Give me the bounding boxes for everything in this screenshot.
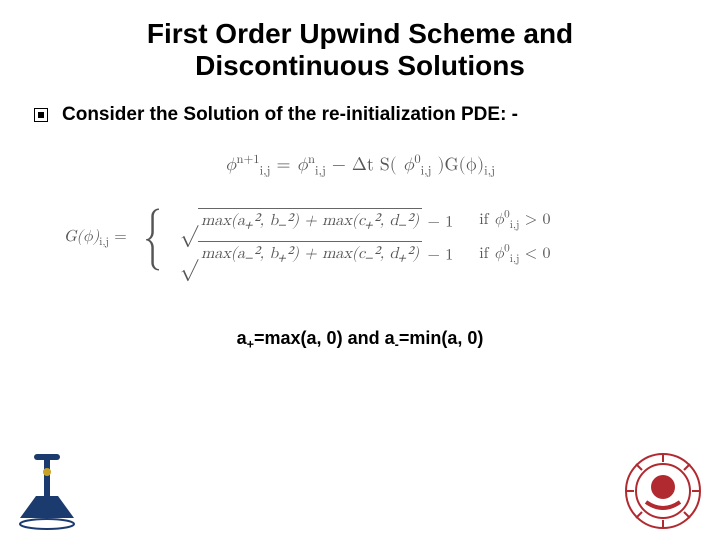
- left-brace: {: [143, 206, 162, 268]
- case2-rad-text: max(a₋², b₊²) + max(c₋², d₊²): [201, 246, 419, 262]
- eq1-lhs-sub: i,j: [260, 166, 271, 178]
- surd-symbol: √: [180, 243, 198, 265]
- eq1-lhs-sup: n+1: [237, 154, 260, 166]
- and-text: and: [348, 328, 385, 348]
- eq1-equals: =: [276, 156, 296, 174]
- eq1-sphi-sub: i,j: [421, 166, 432, 178]
- a-plus: a+=max(a, 0): [237, 328, 343, 348]
- case2-radicand: max(a₋², b₊²) + max(c₋², d₊²): [198, 241, 422, 264]
- phi-symbol: ϕ: [296, 156, 308, 174]
- eq2-lhs: G(ϕ)i,j =: [64, 228, 127, 247]
- eq2-lhs-text: G(ϕ): [64, 229, 99, 245]
- case1-rel: > 0: [525, 212, 551, 228]
- eq2-cases: √ max(a₊², b₋²) + max(c₊², d₋²) − 1 if ϕ…: [180, 209, 551, 266]
- case1-radicand: max(a₊², b₋²) + max(c₊², d₋²): [198, 208, 422, 231]
- slide-title: First Order Upwind Scheme and Discontinu…: [28, 18, 692, 82]
- definitions: a+=max(a, 0) and a-=min(a, 0): [28, 328, 692, 349]
- case2-rel: < 0: [525, 246, 551, 262]
- slide: First Order Upwind Scheme and Discontinu…: [0, 0, 720, 540]
- bullet-icon: [34, 108, 48, 122]
- phi-symbol: ϕ: [494, 212, 504, 228]
- phi-symbol: ϕ: [494, 246, 504, 262]
- eq1-r1-sub: i,j: [315, 166, 326, 178]
- case1-if: if: [479, 212, 494, 228]
- bullet-item: Consider the Solution of the re-initiali…: [34, 104, 692, 126]
- equation-update: ϕn+1i,j = ϕni,j − Δt S( ϕ0i,j )G(ϕ)i,j: [28, 154, 692, 176]
- footer: [0, 442, 720, 530]
- eq1-g-sub: i,j: [484, 166, 495, 178]
- case1-phi-sup: 0: [504, 210, 510, 221]
- a-minus: a-=min(a, 0): [385, 328, 484, 348]
- phi-symbol: ϕ: [403, 156, 415, 174]
- title-line-1: First Order Upwind Scheme and: [147, 18, 573, 49]
- eq2-equals: =: [114, 229, 126, 245]
- eq2-case-1: √ max(a₊², b₋²) + max(c₊², d₋²) − 1 if ϕ…: [180, 209, 551, 233]
- eq1-lhs-phi: ϕn+1i,j: [225, 156, 271, 174]
- bullet-text: Consider the Solution of the re-initiali…: [62, 104, 518, 126]
- a-minus-base: a: [385, 328, 395, 348]
- case1-tail: − 1: [427, 214, 453, 230]
- case1-rad-text: max(a₊², b₋²) + max(c₊², d₋²): [201, 213, 419, 229]
- case1-phi-sub: i,j: [510, 220, 520, 231]
- eq1-sphi-sup: 0: [414, 154, 420, 166]
- case1-expr: √ max(a₊², b₋²) + max(c₊², d₋²) − 1: [180, 209, 454, 233]
- eq1-s-arg-phi: ϕ0i,j: [403, 156, 432, 174]
- case2-if: if: [479, 246, 494, 262]
- title-line-2: Discontinuous Solutions: [195, 50, 525, 81]
- case1-condition: if ϕ0i,j > 0: [479, 211, 550, 230]
- eq1-r1-sup: n: [308, 154, 315, 166]
- logo-right: [624, 452, 702, 530]
- a-plus-rhs: =max(a, 0): [254, 328, 343, 348]
- eq1-close: )G(ϕ): [437, 156, 484, 174]
- eq1-minus-dts: − Δt S(: [332, 156, 397, 174]
- eq2-lhs-sub: i,j: [99, 237, 109, 248]
- phi-symbol: ϕ: [225, 156, 237, 174]
- case2-tail: − 1: [427, 248, 453, 264]
- a-minus-rhs: =min(a, 0): [399, 328, 484, 348]
- case2-phi-sub: i,j: [510, 254, 520, 265]
- case2-phi-sup: 0: [504, 243, 510, 254]
- case2-condition: if ϕ0i,j < 0: [479, 245, 550, 264]
- logo-left: [18, 450, 76, 530]
- sqrt-icon: √ max(a₋², b₊²) + max(c₋², d₊²): [180, 242, 422, 265]
- equation-g-definition: G(ϕ)i,j = { √ max(a₊², b₋²) + max(c₊², d…: [28, 206, 692, 268]
- case2-expr: √ max(a₋², b₊²) + max(c₋², d₊²) − 1: [180, 242, 454, 266]
- eq1-r1-phi: ϕni,j: [296, 156, 325, 174]
- a-plus-sub: +: [247, 338, 254, 352]
- eq2-case-2: √ max(a₋², b₊²) + max(c₋², d₊²) − 1 if ϕ…: [180, 242, 551, 266]
- a-plus-base: a: [237, 328, 247, 348]
- surd-symbol: √: [180, 209, 198, 231]
- sqrt-icon: √ max(a₊², b₋²) + max(c₊², d₋²): [180, 209, 422, 232]
